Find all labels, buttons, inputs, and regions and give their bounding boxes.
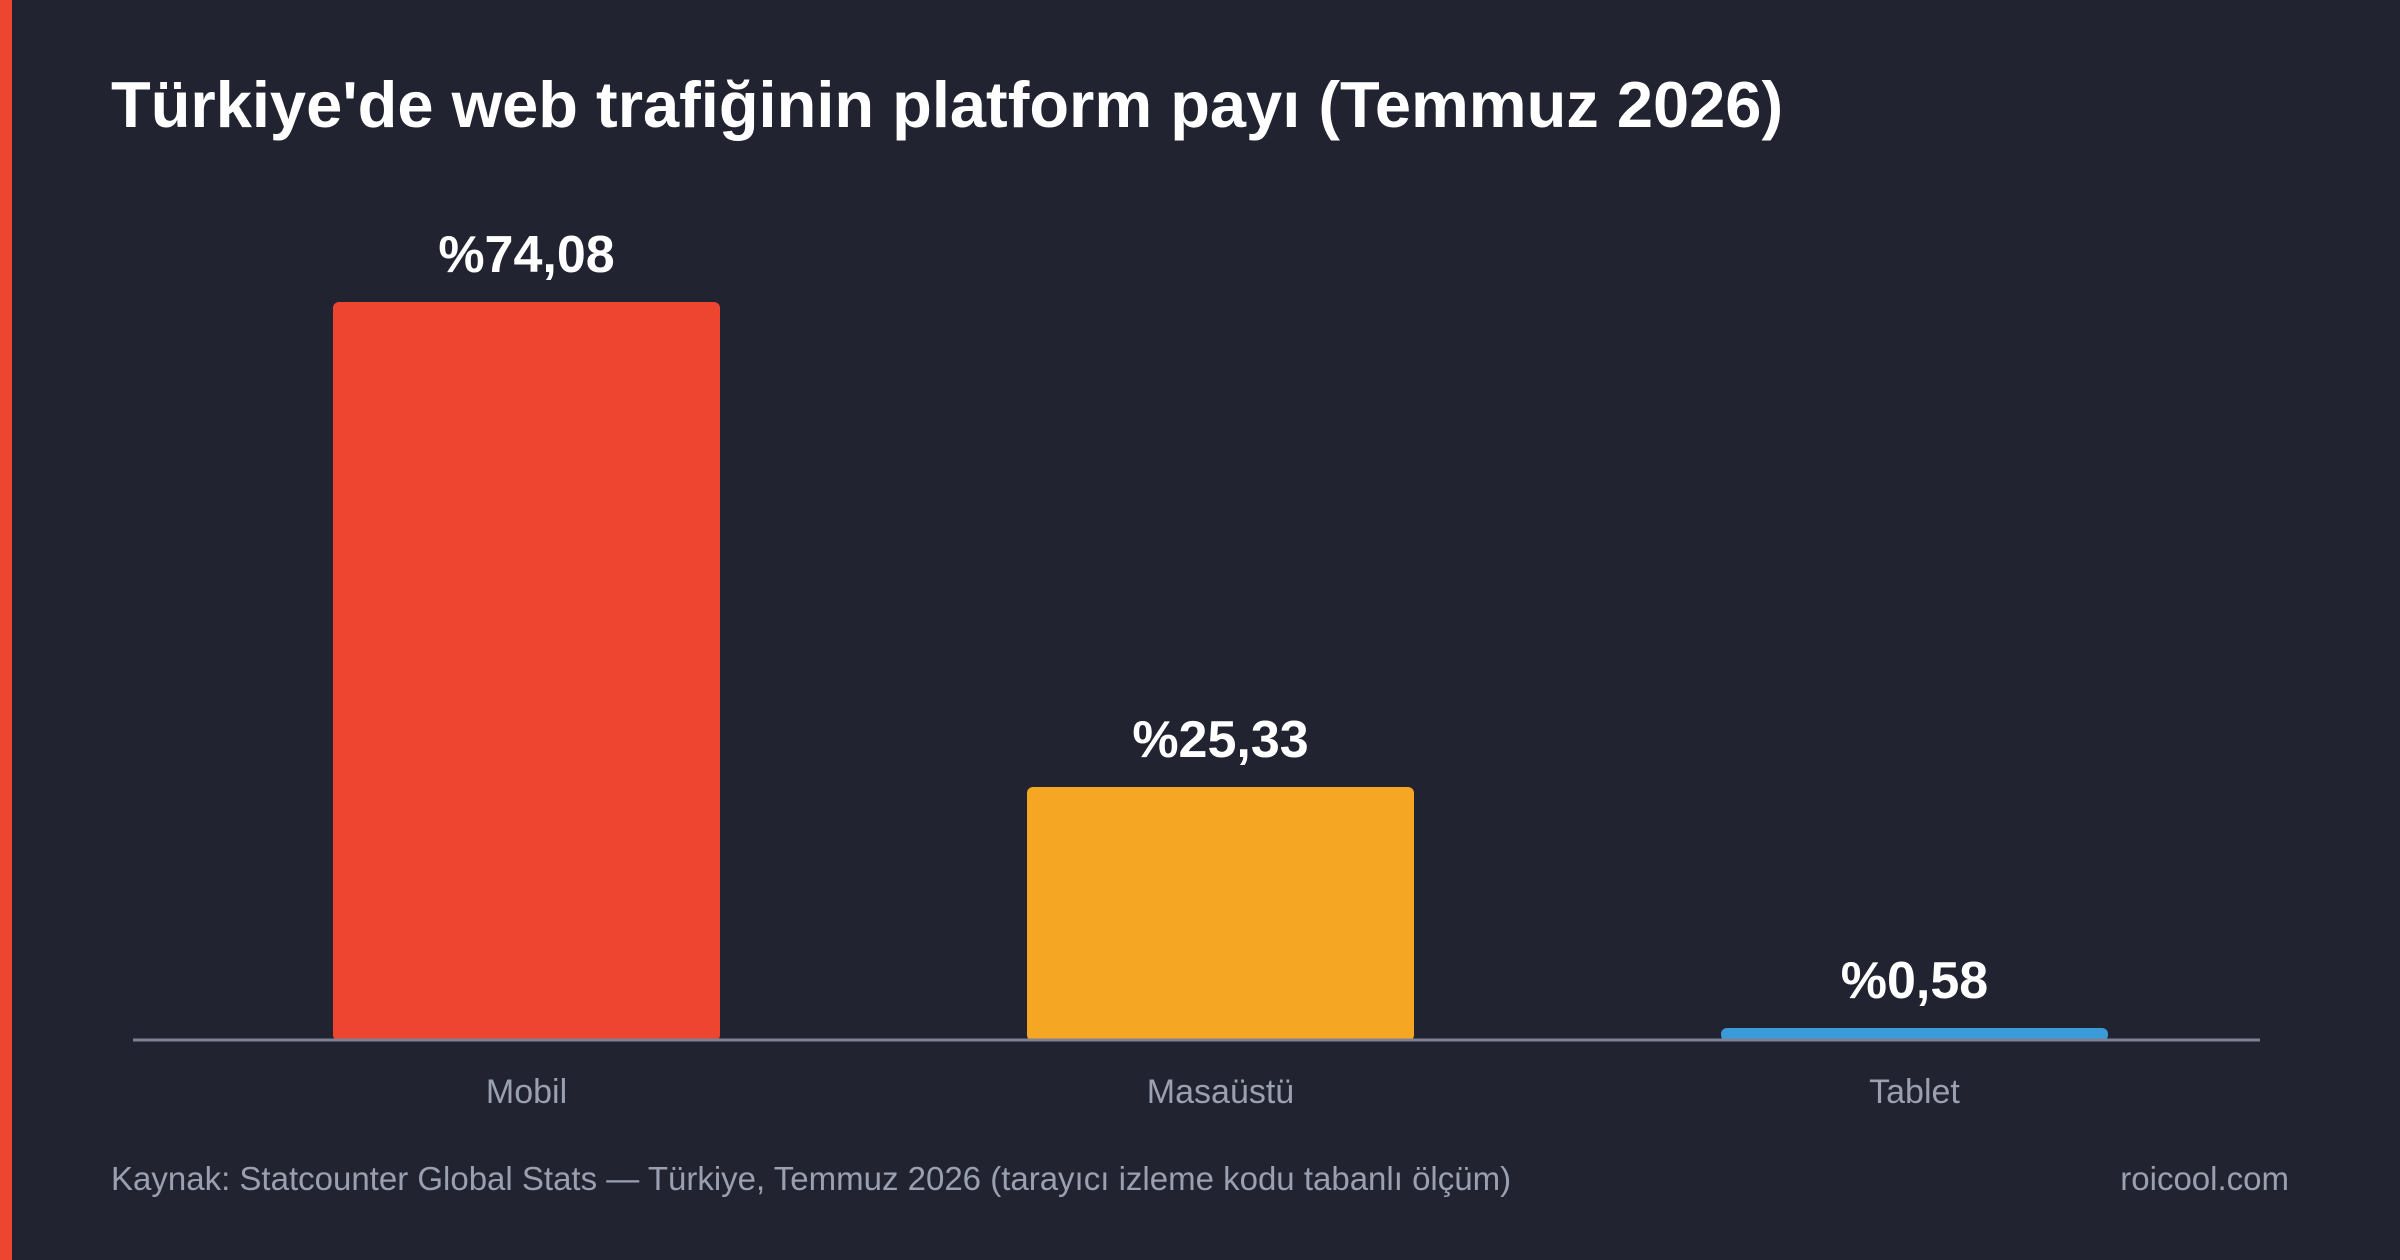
bar-2	[1721, 1028, 2108, 1041]
site-name: roicool.com	[2120, 1160, 2289, 1197]
bar-0	[333, 302, 720, 1041]
chart-title: Türkiye'de web trafiğinin platform payı …	[111, 68, 1784, 141]
value-label-2: %0,58	[1841, 952, 1988, 1010]
bar-1	[1027, 786, 1414, 1041]
category-label-1: Masaüstü	[1147, 1073, 1294, 1111]
category-label-0: Mobil	[486, 1073, 567, 1111]
value-label-0: %74,08	[438, 226, 614, 284]
category-label-2: Tablet	[1869, 1073, 1960, 1111]
accent-stripe	[0, 0, 12, 1260]
source-note: Kaynak: Statcounter Global Stats — Türki…	[111, 1160, 1512, 1197]
value-label-1: %25,33	[1132, 711, 1308, 769]
